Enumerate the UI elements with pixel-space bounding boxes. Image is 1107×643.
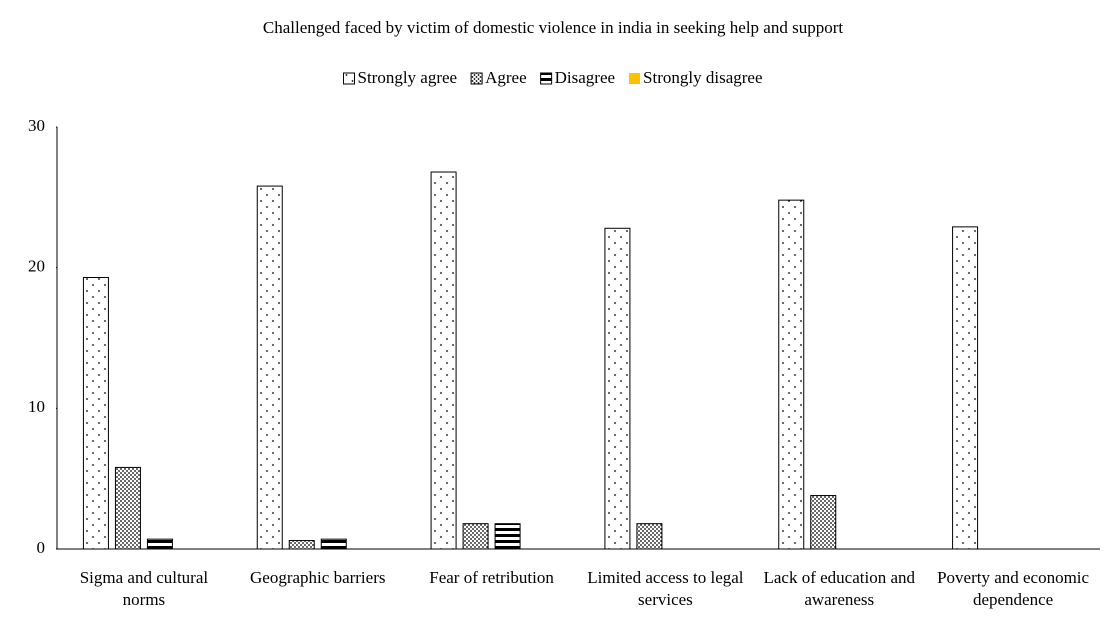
- legend-swatch: [540, 72, 553, 85]
- bar: [430, 171, 457, 550]
- legend-label: Agree: [485, 68, 527, 87]
- bar: [952, 226, 979, 550]
- legend-label: Disagree: [555, 68, 615, 87]
- bar: [114, 466, 141, 550]
- legend-label: Strongly disagree: [643, 68, 762, 87]
- legend-label: Strongly agree: [357, 68, 457, 87]
- x-tick-label: Fear of retribution: [429, 568, 554, 587]
- bar: [82, 277, 109, 550]
- bar: [146, 538, 173, 550]
- x-tick-label: Lack of education and awareness: [763, 568, 915, 609]
- legend-swatch: [470, 72, 483, 85]
- legend: Strongly agree Agree Disagree Strongly disa…: [342, 68, 763, 87]
- bar: [604, 227, 631, 550]
- bar: [256, 185, 283, 550]
- x-tick-label: Limited access to legal services: [587, 568, 744, 609]
- bar: [778, 199, 805, 550]
- y-tick-label: 20: [28, 257, 45, 276]
- chart-title: Challenged faced by victim of domestic v…: [263, 18, 843, 37]
- legend-swatch: [629, 73, 641, 84]
- y-tick-label: 10: [28, 397, 45, 416]
- bar: [636, 523, 663, 550]
- bar: [288, 540, 315, 550]
- bar: [462, 523, 489, 550]
- bar: [494, 523, 521, 550]
- legend-swatch: [342, 72, 355, 85]
- bar: [320, 538, 347, 550]
- y-tick-label: 30: [28, 116, 45, 135]
- x-tick-label: Sigma and cultural norms: [80, 568, 209, 609]
- x-tick-label: Poverty and economic dependence: [937, 568, 1089, 609]
- x-tick-label: Geographic barriers: [250, 568, 385, 587]
- bar: [810, 495, 837, 550]
- y-tick-label: 0: [37, 538, 46, 557]
